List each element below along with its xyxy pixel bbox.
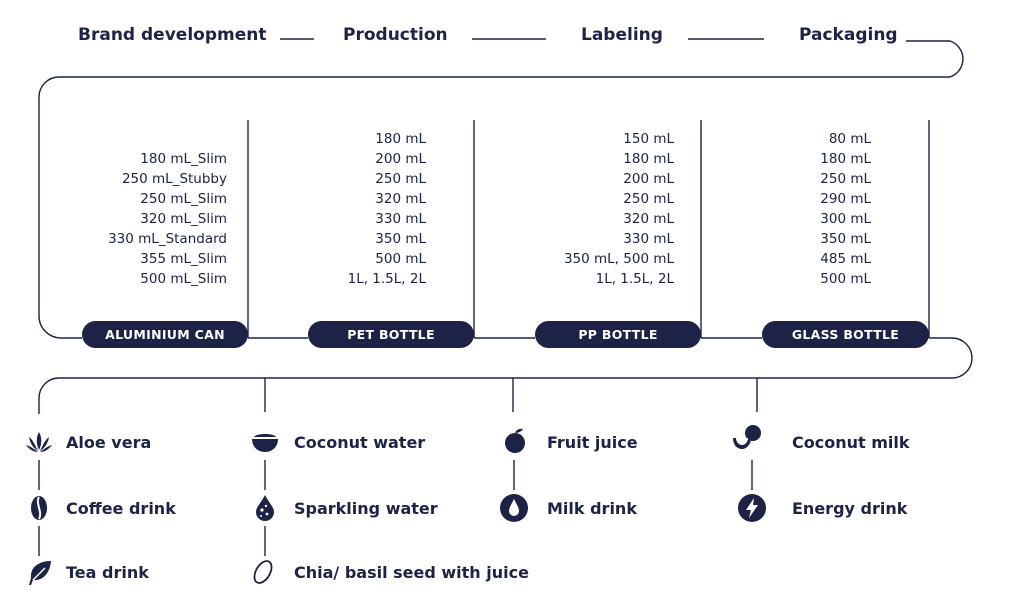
aluminium-can-sizes: 180 mL_Slim 250 mL_Stubby 250 mL_Slim 32… bbox=[27, 149, 227, 289]
size-item: 180 mL bbox=[623, 151, 674, 167]
upper-loop-line bbox=[38, 40, 964, 339]
pet-bottle-sizes: 180 mL 200 mL 250 mL 320 mL 330 mL 350 m… bbox=[226, 129, 426, 289]
size-item: 320 mL bbox=[623, 211, 674, 227]
size-item: 320 mL_Slim bbox=[140, 211, 227, 227]
size-item: 1L, 1.5L, 2L bbox=[595, 271, 674, 287]
milk-drop-icon bbox=[499, 493, 529, 523]
drink-label-sparkling-water: Sparkling water bbox=[294, 499, 438, 518]
size-item: 500 mL bbox=[820, 271, 871, 287]
drink-label-chia-basil-seed: Chia/ basil seed with juice bbox=[294, 563, 529, 582]
size-item: 350 mL bbox=[375, 231, 426, 247]
size-item: 350 mL, 500 mL bbox=[563, 251, 674, 267]
size-item: 250 mL bbox=[623, 191, 674, 207]
sparkling-drop-icon bbox=[250, 493, 280, 523]
step-production: Production bbox=[343, 25, 448, 45]
size-item: 300 mL bbox=[820, 211, 871, 227]
size-item: 355 mL_Slim bbox=[140, 251, 227, 267]
drink-label-coffee-drink: Coffee drink bbox=[66, 499, 176, 518]
size-item: 500 mL_Slim bbox=[140, 271, 227, 287]
size-item: 250 mL bbox=[820, 171, 871, 187]
size-item: 350 mL bbox=[820, 231, 871, 247]
size-item: 200 mL bbox=[375, 151, 426, 167]
pp-bottle-pill: PP BOTTLE bbox=[535, 321, 701, 348]
drink-label-energy-drink: Energy drink bbox=[792, 499, 908, 518]
step-brand-development: Brand development bbox=[78, 25, 267, 45]
size-item: 200 mL bbox=[623, 171, 674, 187]
glass-bottle-sizes: 80 mL 180 mL 250 mL 290 mL 300 mL 350 mL… bbox=[671, 129, 871, 289]
drink-label-aloe-vera: Aloe vera bbox=[66, 433, 152, 452]
size-item: 290 mL bbox=[820, 191, 871, 207]
size-item: 500 mL bbox=[375, 251, 426, 267]
fruit-icon bbox=[500, 425, 530, 455]
coconut-pieces-icon bbox=[732, 423, 762, 453]
drink-label-coconut-milk: Coconut milk bbox=[792, 433, 910, 452]
size-item: 80 mL bbox=[828, 131, 871, 147]
step-packaging: Packaging bbox=[799, 25, 898, 45]
size-item: 150 mL bbox=[623, 131, 674, 147]
drink-label-tea-drink: Tea drink bbox=[66, 563, 149, 582]
seed-icon bbox=[248, 557, 278, 587]
aloe-vera-icon bbox=[24, 428, 54, 458]
step-labeling: Labeling bbox=[581, 25, 663, 45]
coconut-half-icon bbox=[250, 428, 280, 458]
drink-label-milk-drink: Milk drink bbox=[547, 499, 637, 518]
lower-loop-line bbox=[38, 337, 973, 414]
lightning-icon bbox=[737, 493, 767, 523]
tea-leaf-icon bbox=[25, 558, 55, 588]
aluminium-can-pill: ALUMINIUM CAN bbox=[82, 321, 248, 348]
size-item: 485 mL bbox=[820, 251, 871, 267]
size-item: 330 mL bbox=[623, 231, 674, 247]
size-item: 320 mL bbox=[375, 191, 426, 207]
pet-bottle-pill: PET BOTTLE bbox=[308, 321, 474, 348]
drink-label-coconut-water: Coconut water bbox=[294, 433, 426, 452]
pp-bottle-sizes: 150 mL 180 mL 200 mL 250 mL 320 mL 330 m… bbox=[474, 129, 674, 289]
glass-bottle-pill: GLASS BOTTLE bbox=[762, 321, 929, 348]
drink-label-fruit-juice: Fruit juice bbox=[547, 433, 638, 452]
size-item: 250 mL bbox=[375, 171, 426, 187]
size-item: 330 mL bbox=[375, 211, 426, 227]
size-item: 250 mL_Stubby bbox=[121, 171, 227, 187]
size-item: 180 mL bbox=[820, 151, 871, 167]
size-item: 180 mL_Slim bbox=[140, 151, 227, 167]
coffee-bean-icon bbox=[24, 493, 54, 523]
size-item: 250 mL_Slim bbox=[140, 191, 227, 207]
size-item: 180 mL bbox=[375, 131, 426, 147]
size-item: 330 mL_Standard bbox=[108, 231, 227, 247]
size-item: 1L, 1.5L, 2L bbox=[347, 271, 426, 287]
